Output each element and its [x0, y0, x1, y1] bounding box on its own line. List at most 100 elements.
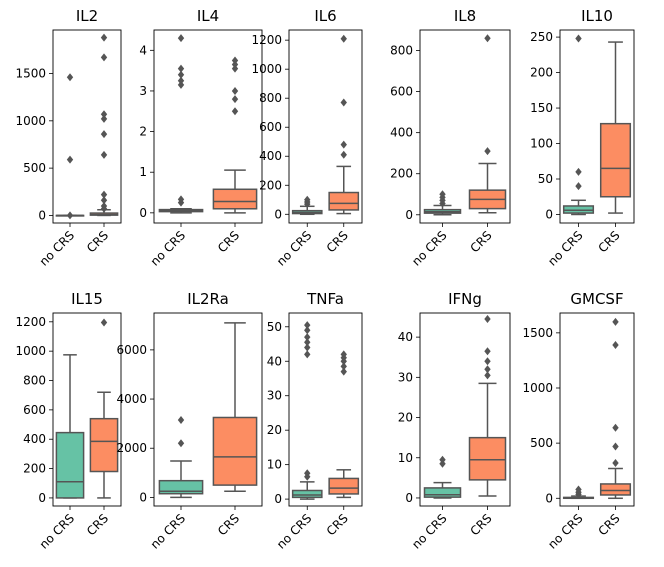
- panel-tnfa: TNFa 0 10 20 30 40 50 no CRS CRS: [267, 290, 363, 552]
- y-tick-label: 200: [390, 167, 413, 181]
- x-tick-label-crs: CRS: [215, 228, 242, 255]
- outlier-crs: [100, 190, 108, 199]
- panel-frame: [288, 312, 363, 507]
- outlier-crs: [484, 147, 491, 156]
- panel-title: IL4: [197, 7, 219, 25]
- outlier-no-crs: [304, 343, 311, 352]
- x-tick-label-no-crs: no CRS: [409, 511, 449, 551]
- panel-frame: [52, 29, 122, 224]
- y-tick-label: 600: [390, 85, 413, 99]
- y-tick-label: 1000: [251, 62, 282, 76]
- y-tick-label: 0: [545, 207, 553, 221]
- panel-il8: IL8 0 200 400 600 800 no CRS CRS: [390, 7, 511, 269]
- x-tick-label-crs: CRS: [596, 511, 623, 538]
- y-tick-label: 0: [405, 491, 413, 505]
- y-tick-label: 50: [267, 320, 282, 334]
- panel-title: IFNg: [448, 290, 482, 308]
- outlier-crs: [340, 98, 347, 107]
- outlier-no-crs: [177, 80, 185, 89]
- box-no-crs: [55, 431, 85, 499]
- outlier-crs: [612, 442, 619, 451]
- y-tick-label: 0: [274, 492, 282, 506]
- outlier-crs: [100, 114, 108, 123]
- outlier-no-crs: [177, 64, 185, 73]
- box-crs: [599, 483, 632, 496]
- x-tick-label-no-crs: no CRS: [274, 511, 314, 551]
- y-tick-label: 1000: [15, 114, 46, 128]
- y-tick-label: 0: [139, 206, 147, 220]
- y-tick-label: 400: [390, 126, 413, 140]
- outlier-crs: [484, 347, 491, 356]
- x-tick-label-no-crs: no CRS: [409, 228, 449, 268]
- outlier-no-crs: [304, 350, 311, 359]
- outlier-crs: [340, 367, 347, 376]
- y-tick-label: 500: [530, 436, 553, 450]
- outlier-no-crs: [177, 76, 185, 85]
- x-tick-label-no-crs: no CRS: [148, 511, 188, 551]
- box-crs: [328, 477, 360, 495]
- outlier-no-crs: [177, 70, 185, 79]
- x-tick-label-no-crs: no CRS: [545, 511, 585, 551]
- y-tick-label: 30: [398, 370, 413, 384]
- outlier-no-crs: [575, 485, 582, 494]
- outlier-no-crs: [439, 190, 446, 199]
- outlier-crs: [231, 86, 239, 95]
- outlier-no-crs: [304, 469, 311, 478]
- outlier-crs: [340, 34, 347, 43]
- y-tick-label: 40: [398, 330, 413, 344]
- outlier-crs: [484, 315, 491, 324]
- panel-frame: [153, 312, 263, 507]
- outlier-crs: [612, 423, 619, 432]
- outlier-crs: [231, 64, 239, 73]
- panel-il2: IL2 0 500 1000 1500 no CRS CRS: [15, 7, 122, 269]
- outlier-crs: [340, 150, 347, 159]
- outlier-crs: [231, 95, 239, 104]
- outlier-no-crs: [575, 34, 582, 43]
- outlier-crs: [231, 60, 239, 69]
- outlier-crs: [100, 196, 108, 205]
- y-tick-label: 20: [398, 411, 413, 425]
- x-tick-label-no-crs: no CRS: [37, 228, 77, 268]
- outlier-no-crs: [439, 459, 446, 468]
- outlier-crs: [340, 140, 347, 149]
- outlier-crs: [484, 371, 491, 380]
- y-tick-label: 200: [23, 462, 46, 476]
- panel-frame: [153, 29, 263, 224]
- outlier-crs: [100, 53, 108, 62]
- panel-frame: [419, 312, 511, 507]
- x-tick-label-crs: CRS: [84, 511, 111, 538]
- panel-title: IL10: [581, 7, 613, 25]
- y-tick-label: 400: [23, 432, 46, 446]
- panel-il15: IL15 0 200 400 600 800 1000 1200 no CRS CRS: [15, 290, 122, 552]
- y-tick-label: 600: [23, 403, 46, 417]
- x-tick-label-no-crs: no CRS: [148, 228, 188, 268]
- box-crs: [212, 416, 258, 486]
- outlier-crs: [100, 110, 108, 119]
- y-tick-label: 4000: [116, 392, 147, 406]
- y-tick-label: 1200: [251, 33, 282, 47]
- box-crs: [328, 191, 360, 211]
- panel-title: TNFa: [306, 290, 344, 308]
- outlier-no-crs: [66, 211, 74, 220]
- y-tick-label: 200: [530, 66, 553, 80]
- y-tick-label: 1: [139, 165, 147, 179]
- y-tick-label: 100: [530, 137, 553, 151]
- y-tick-label: 1000: [522, 381, 553, 395]
- y-tick-label: 30: [267, 389, 282, 403]
- y-tick-label: 150: [530, 101, 553, 115]
- y-tick-label: 2: [139, 125, 147, 139]
- x-tick-label-crs: CRS: [596, 228, 623, 255]
- y-tick-label: 0: [38, 208, 46, 222]
- x-tick-label-crs: CRS: [324, 228, 351, 255]
- box-crs: [599, 122, 632, 198]
- x-tick-label-no-crs: no CRS: [37, 511, 77, 551]
- panel-title: IL15: [71, 290, 103, 308]
- panel-title: IL6: [314, 7, 336, 25]
- panel-ifng: IFNg 0 10 20 30 40 no CRS CRS: [398, 290, 511, 552]
- y-tick-label: 1500: [15, 67, 46, 81]
- y-tick-label: 4: [139, 43, 147, 57]
- panel-title: IL2Ra: [187, 290, 229, 308]
- outlier-crs: [612, 317, 619, 326]
- outlier-crs: [340, 362, 347, 371]
- x-tick-label-crs: CRS: [215, 511, 242, 538]
